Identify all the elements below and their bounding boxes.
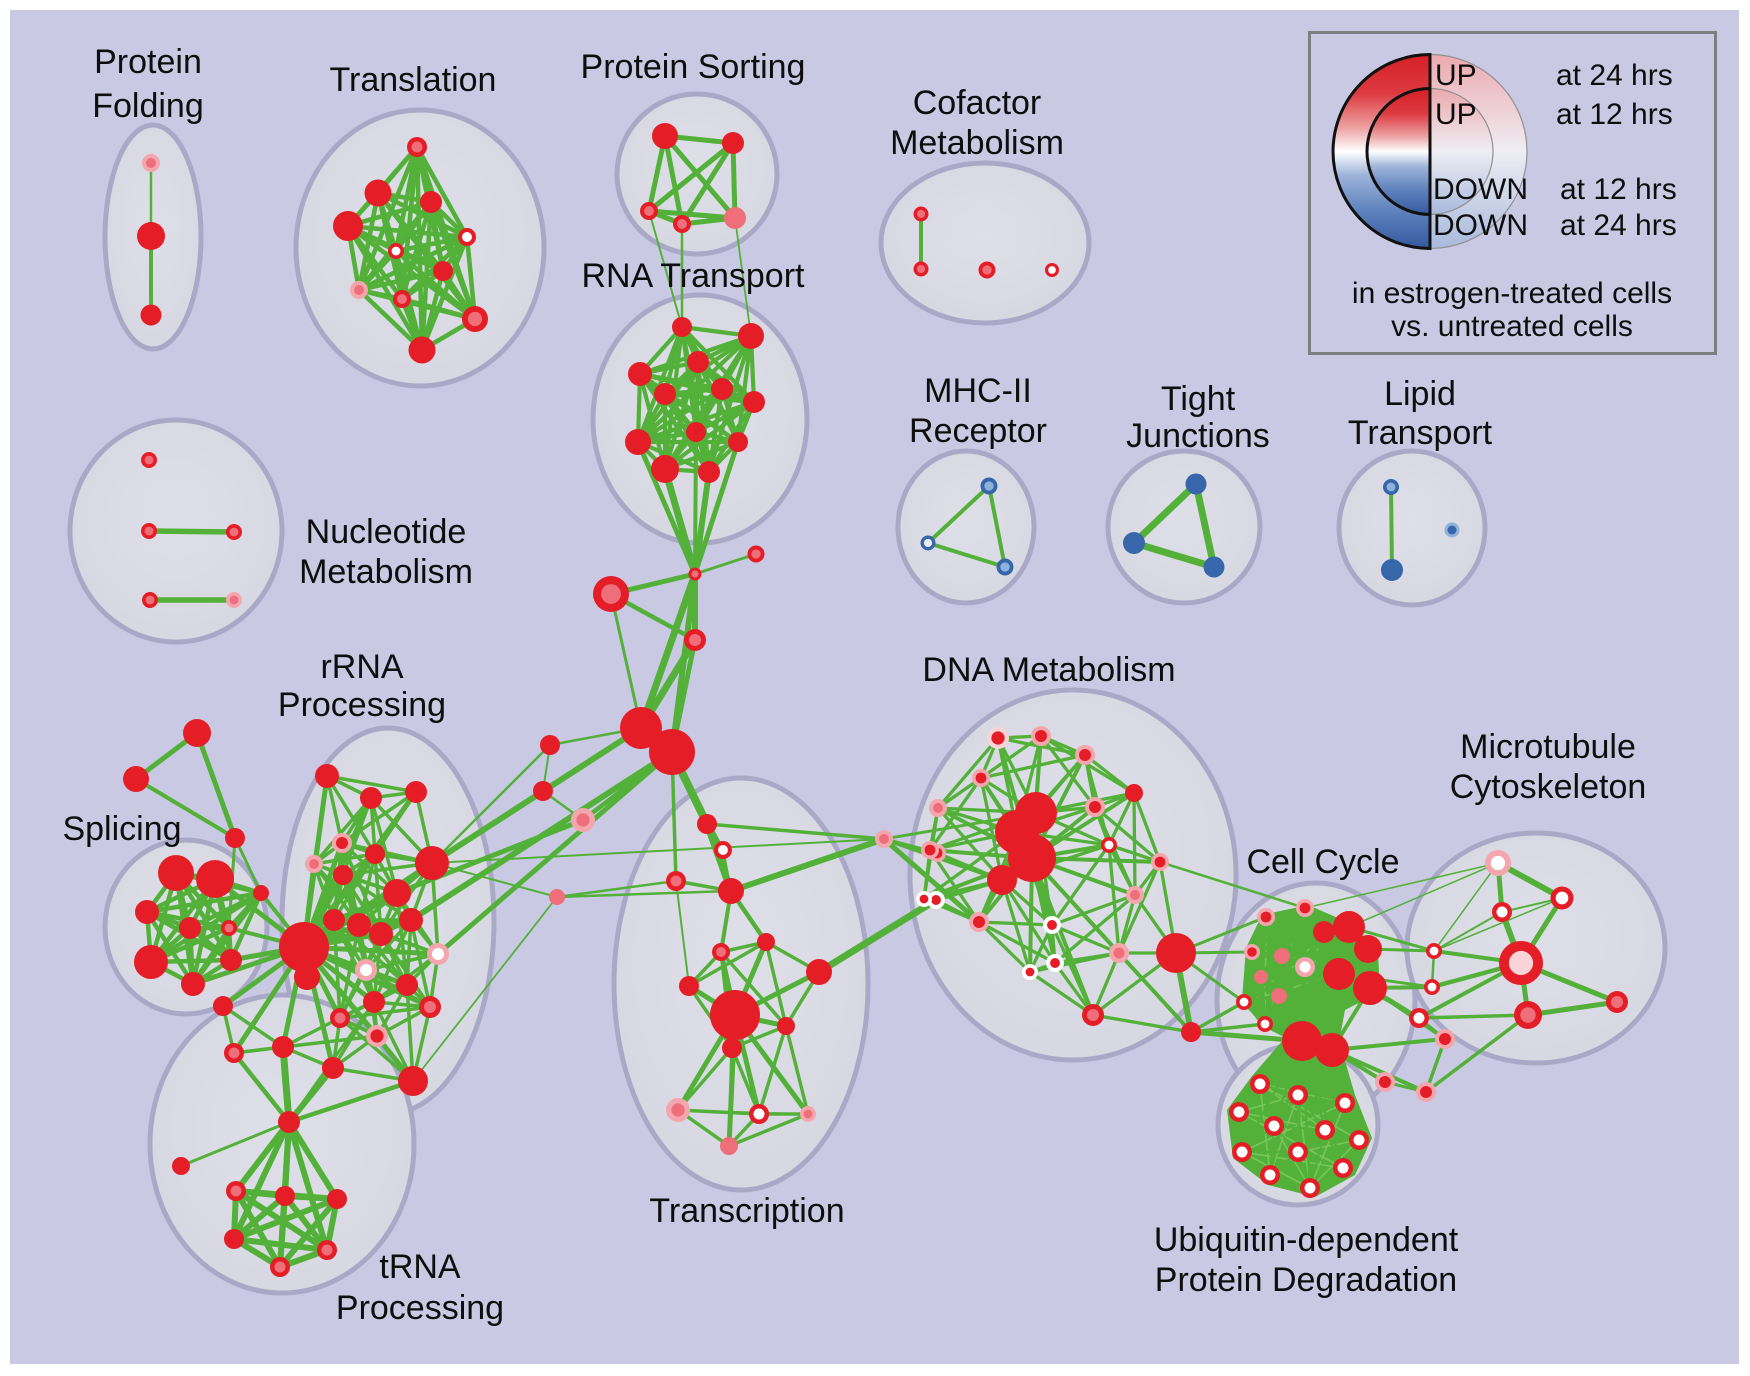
svg-text:Processing: Processing [278, 686, 446, 724]
svg-text:DOWN: DOWN [1433, 209, 1528, 242]
svg-text:Cofactor: Cofactor [913, 84, 1042, 122]
svg-text:DNA Metabolism: DNA Metabolism [922, 651, 1175, 689]
svg-text:at 12 hrs: at 12 hrs [1556, 98, 1673, 131]
svg-text:Protein Degradation: Protein Degradation [1155, 1261, 1457, 1299]
svg-text:rRNA: rRNA [320, 648, 403, 686]
svg-text:Metabolism: Metabolism [299, 553, 473, 591]
svg-text:at 24 hrs: at 24 hrs [1556, 59, 1673, 92]
svg-text:Protein Sorting: Protein Sorting [581, 48, 806, 86]
svg-text:Receptor: Receptor [909, 412, 1047, 450]
svg-text:Tight: Tight [1161, 380, 1236, 418]
svg-text:Translation: Translation [330, 61, 497, 99]
svg-text:Transcription: Transcription [649, 1192, 844, 1230]
svg-text:at 24 hrs: at 24 hrs [1560, 209, 1677, 242]
svg-text:Processing: Processing [336, 1289, 504, 1327]
svg-text:Splicing: Splicing [62, 810, 181, 848]
svg-text:Transport: Transport [1348, 414, 1493, 452]
svg-text:in estrogen-treated cells: in estrogen-treated cells [1352, 277, 1672, 310]
svg-text:MHC-II: MHC-II [924, 372, 1032, 410]
svg-text:Cytoskeleton: Cytoskeleton [1450, 768, 1647, 806]
svg-text:Lipid: Lipid [1384, 375, 1456, 413]
svg-text:Metabolism: Metabolism [890, 124, 1064, 162]
svg-text:Nucleotide: Nucleotide [306, 513, 467, 551]
svg-text:UP: UP [1435, 98, 1477, 131]
svg-text:at 12 hrs: at 12 hrs [1560, 173, 1677, 206]
svg-text:Cell Cycle: Cell Cycle [1246, 843, 1399, 881]
svg-text:Protein: Protein [94, 43, 202, 81]
svg-text:Junctions: Junctions [1126, 417, 1270, 455]
svg-text:RNA Transport: RNA Transport [582, 257, 806, 295]
svg-text:tRNA: tRNA [379, 1248, 461, 1286]
svg-text:Ubiquitin-dependent: Ubiquitin-dependent [1154, 1221, 1459, 1259]
svg-text:DOWN: DOWN [1433, 173, 1528, 206]
svg-text:UP: UP [1435, 59, 1477, 92]
svg-text:Folding: Folding [92, 87, 204, 125]
svg-text:vs. untreated cells: vs. untreated cells [1391, 310, 1633, 343]
svg-text:Microtubule: Microtubule [1460, 728, 1636, 766]
